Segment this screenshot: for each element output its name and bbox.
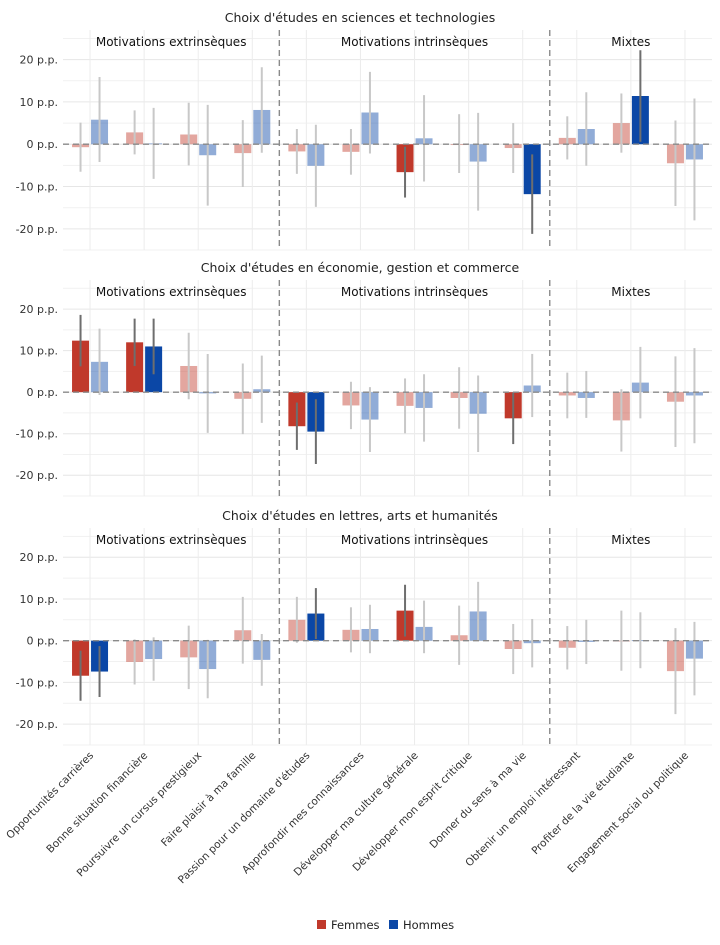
x-tick-label: Opportunités carrières bbox=[4, 750, 96, 842]
y-tick-label: -20 p.p. bbox=[16, 469, 58, 482]
panel-title: Choix d'études en sciences et technologi… bbox=[225, 10, 496, 25]
group-label: Motivations extrinsèques bbox=[96, 285, 247, 299]
panel-title: Choix d'études en économie, gestion et c… bbox=[201, 260, 520, 275]
panel-2: Choix d'études en économie, gestion et c… bbox=[16, 260, 712, 497]
x-tick-label: Développer mon esprit critique bbox=[350, 750, 474, 874]
y-tick-label: -20 p.p. bbox=[16, 223, 58, 236]
legend-label: Femmes bbox=[331, 918, 380, 932]
y-tick-label: 0 p.p. bbox=[27, 386, 58, 399]
group-label: Motivations extrinsèques bbox=[96, 533, 247, 547]
x-tick-label: Donner du sens à ma vie bbox=[427, 750, 528, 851]
panel-3: Choix d'études en lettres, arts et human… bbox=[16, 508, 712, 746]
group-label: Motivations intrinsèques bbox=[341, 533, 488, 547]
y-tick-label: -10 p.p. bbox=[16, 676, 58, 689]
y-tick-label: 0 p.p. bbox=[27, 635, 58, 648]
group-label: Mixtes bbox=[611, 285, 650, 299]
y-tick-label: 20 p.p. bbox=[20, 551, 58, 564]
x-tick-label: Obtenir un emploi intéressant bbox=[463, 750, 583, 870]
legend-swatch bbox=[389, 920, 398, 929]
x-tick-label: Faire plaisir à ma famille bbox=[159, 750, 258, 849]
bar-femmes bbox=[126, 342, 144, 393]
panel-title: Choix d'études en lettres, arts et human… bbox=[222, 508, 498, 523]
y-tick-label: 20 p.p. bbox=[20, 303, 58, 316]
y-tick-label: -20 p.p. bbox=[16, 718, 58, 731]
group-label: Motivations intrinsèques bbox=[341, 35, 488, 49]
x-tick-label: Profiter de la vie étudiante bbox=[529, 750, 637, 858]
group-label: Motivations extrinsèques bbox=[96, 35, 247, 49]
group-label: Mixtes bbox=[611, 533, 650, 547]
x-tick-label: Engagement social ou politique bbox=[565, 750, 691, 876]
x-tick-label: Bonne situation financière bbox=[44, 750, 150, 856]
legend-swatch bbox=[317, 920, 326, 929]
y-tick-label: 10 p.p. bbox=[20, 345, 58, 358]
y-tick-label: -10 p.p. bbox=[16, 181, 58, 194]
legend-label: Hommes bbox=[403, 918, 454, 932]
panel-1: Choix d'études en sciences et technologi… bbox=[16, 10, 712, 251]
y-tick-label: 20 p.p. bbox=[20, 54, 58, 67]
legend: Femmes Hommes bbox=[317, 918, 454, 932]
y-tick-label: 10 p.p. bbox=[20, 96, 58, 109]
y-tick-label: -10 p.p. bbox=[16, 428, 58, 441]
group-label: Mixtes bbox=[611, 35, 650, 49]
group-label: Motivations intrinsèques bbox=[341, 285, 488, 299]
y-tick-label: 10 p.p. bbox=[20, 593, 58, 606]
y-tick-label: 0 p.p. bbox=[27, 138, 58, 151]
